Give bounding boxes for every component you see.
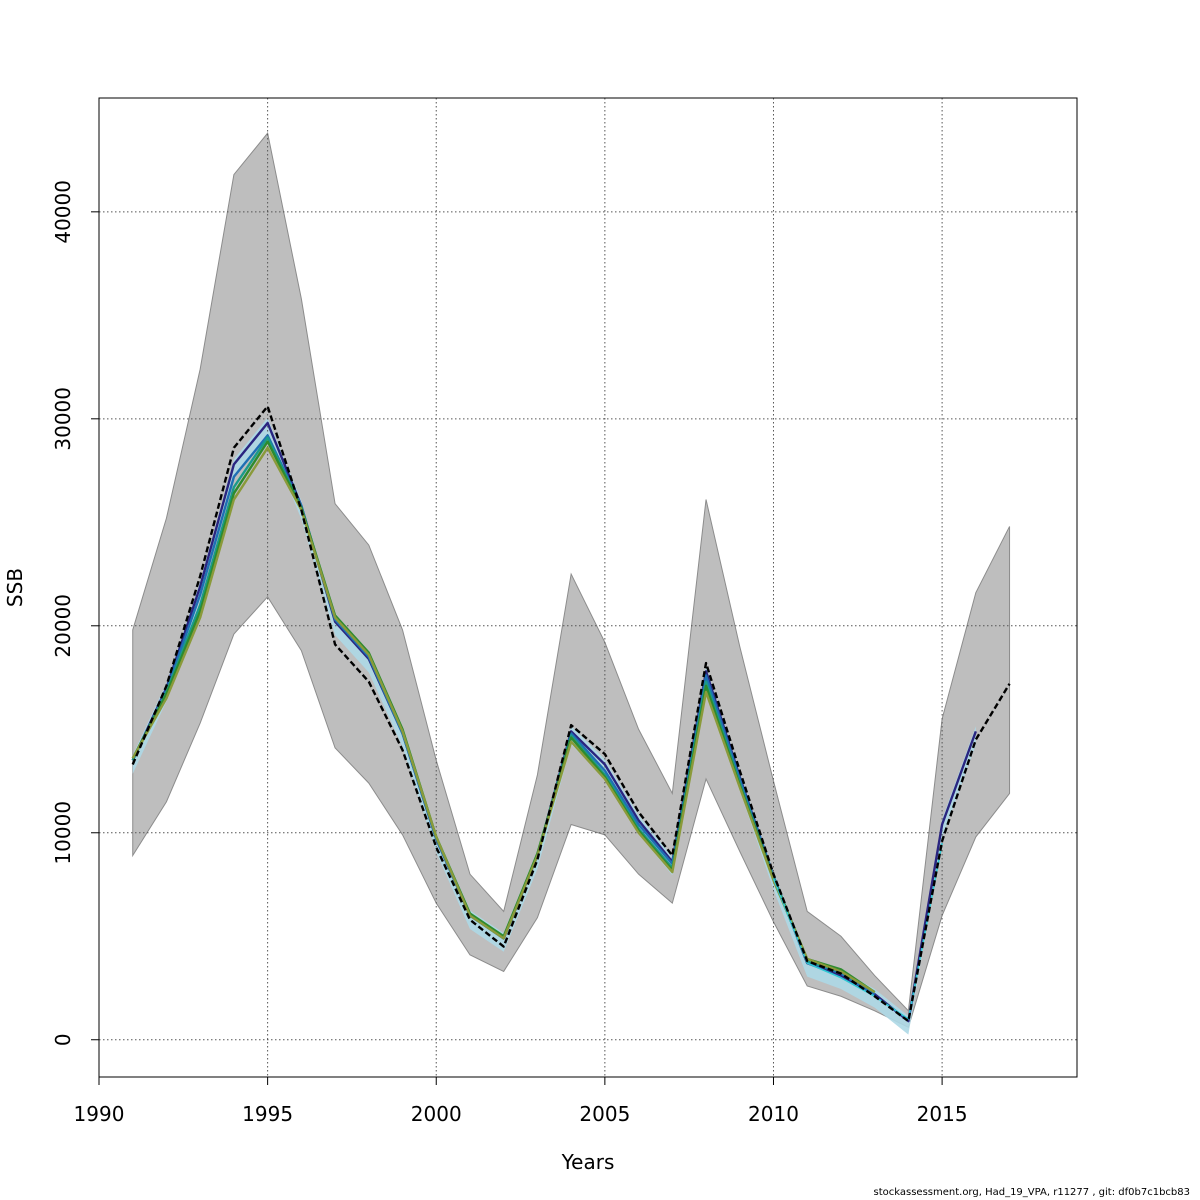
x-tick-label-2010: 2010 [748, 1102, 799, 1126]
confidence-band [132, 132, 1011, 1035]
x-tick-label-2015: 2015 [917, 1102, 968, 1126]
series-line-0 [131, 405, 1011, 1023]
x-tick-label-1990: 1990 [74, 1102, 125, 1126]
x-axis-title: Years [561, 1150, 615, 1174]
x-tick-label-2005: 2005 [579, 1102, 630, 1126]
y-tick-label-40000: 40000 [51, 180, 75, 244]
y-axis: 0 10000 20000 30000 40000 [51, 180, 100, 1046]
y-tick-label-10000: 10000 [51, 801, 75, 865]
y-tick-label-0: 0 [51, 1033, 75, 1046]
series-line-5 [131, 446, 876, 994]
x-tick-label-2000: 2000 [411, 1102, 462, 1126]
ssb-confidence-band [132, 132, 1011, 1029]
y-tick-label-20000: 20000 [51, 594, 75, 658]
grid-lines [99, 98, 1077, 1077]
footer-credit: stockassessment.org, Had_19_VPA, r11277 … [873, 1187, 1191, 1198]
x-tick-label-1995: 1995 [242, 1102, 293, 1126]
y-tick-label-30000: 30000 [51, 387, 75, 451]
y-axis-title: SSB [3, 568, 27, 607]
x-axis: 1990 1995 2000 2005 2010 2015 [74, 1076, 968, 1126]
series-lines [131, 405, 1011, 1023]
